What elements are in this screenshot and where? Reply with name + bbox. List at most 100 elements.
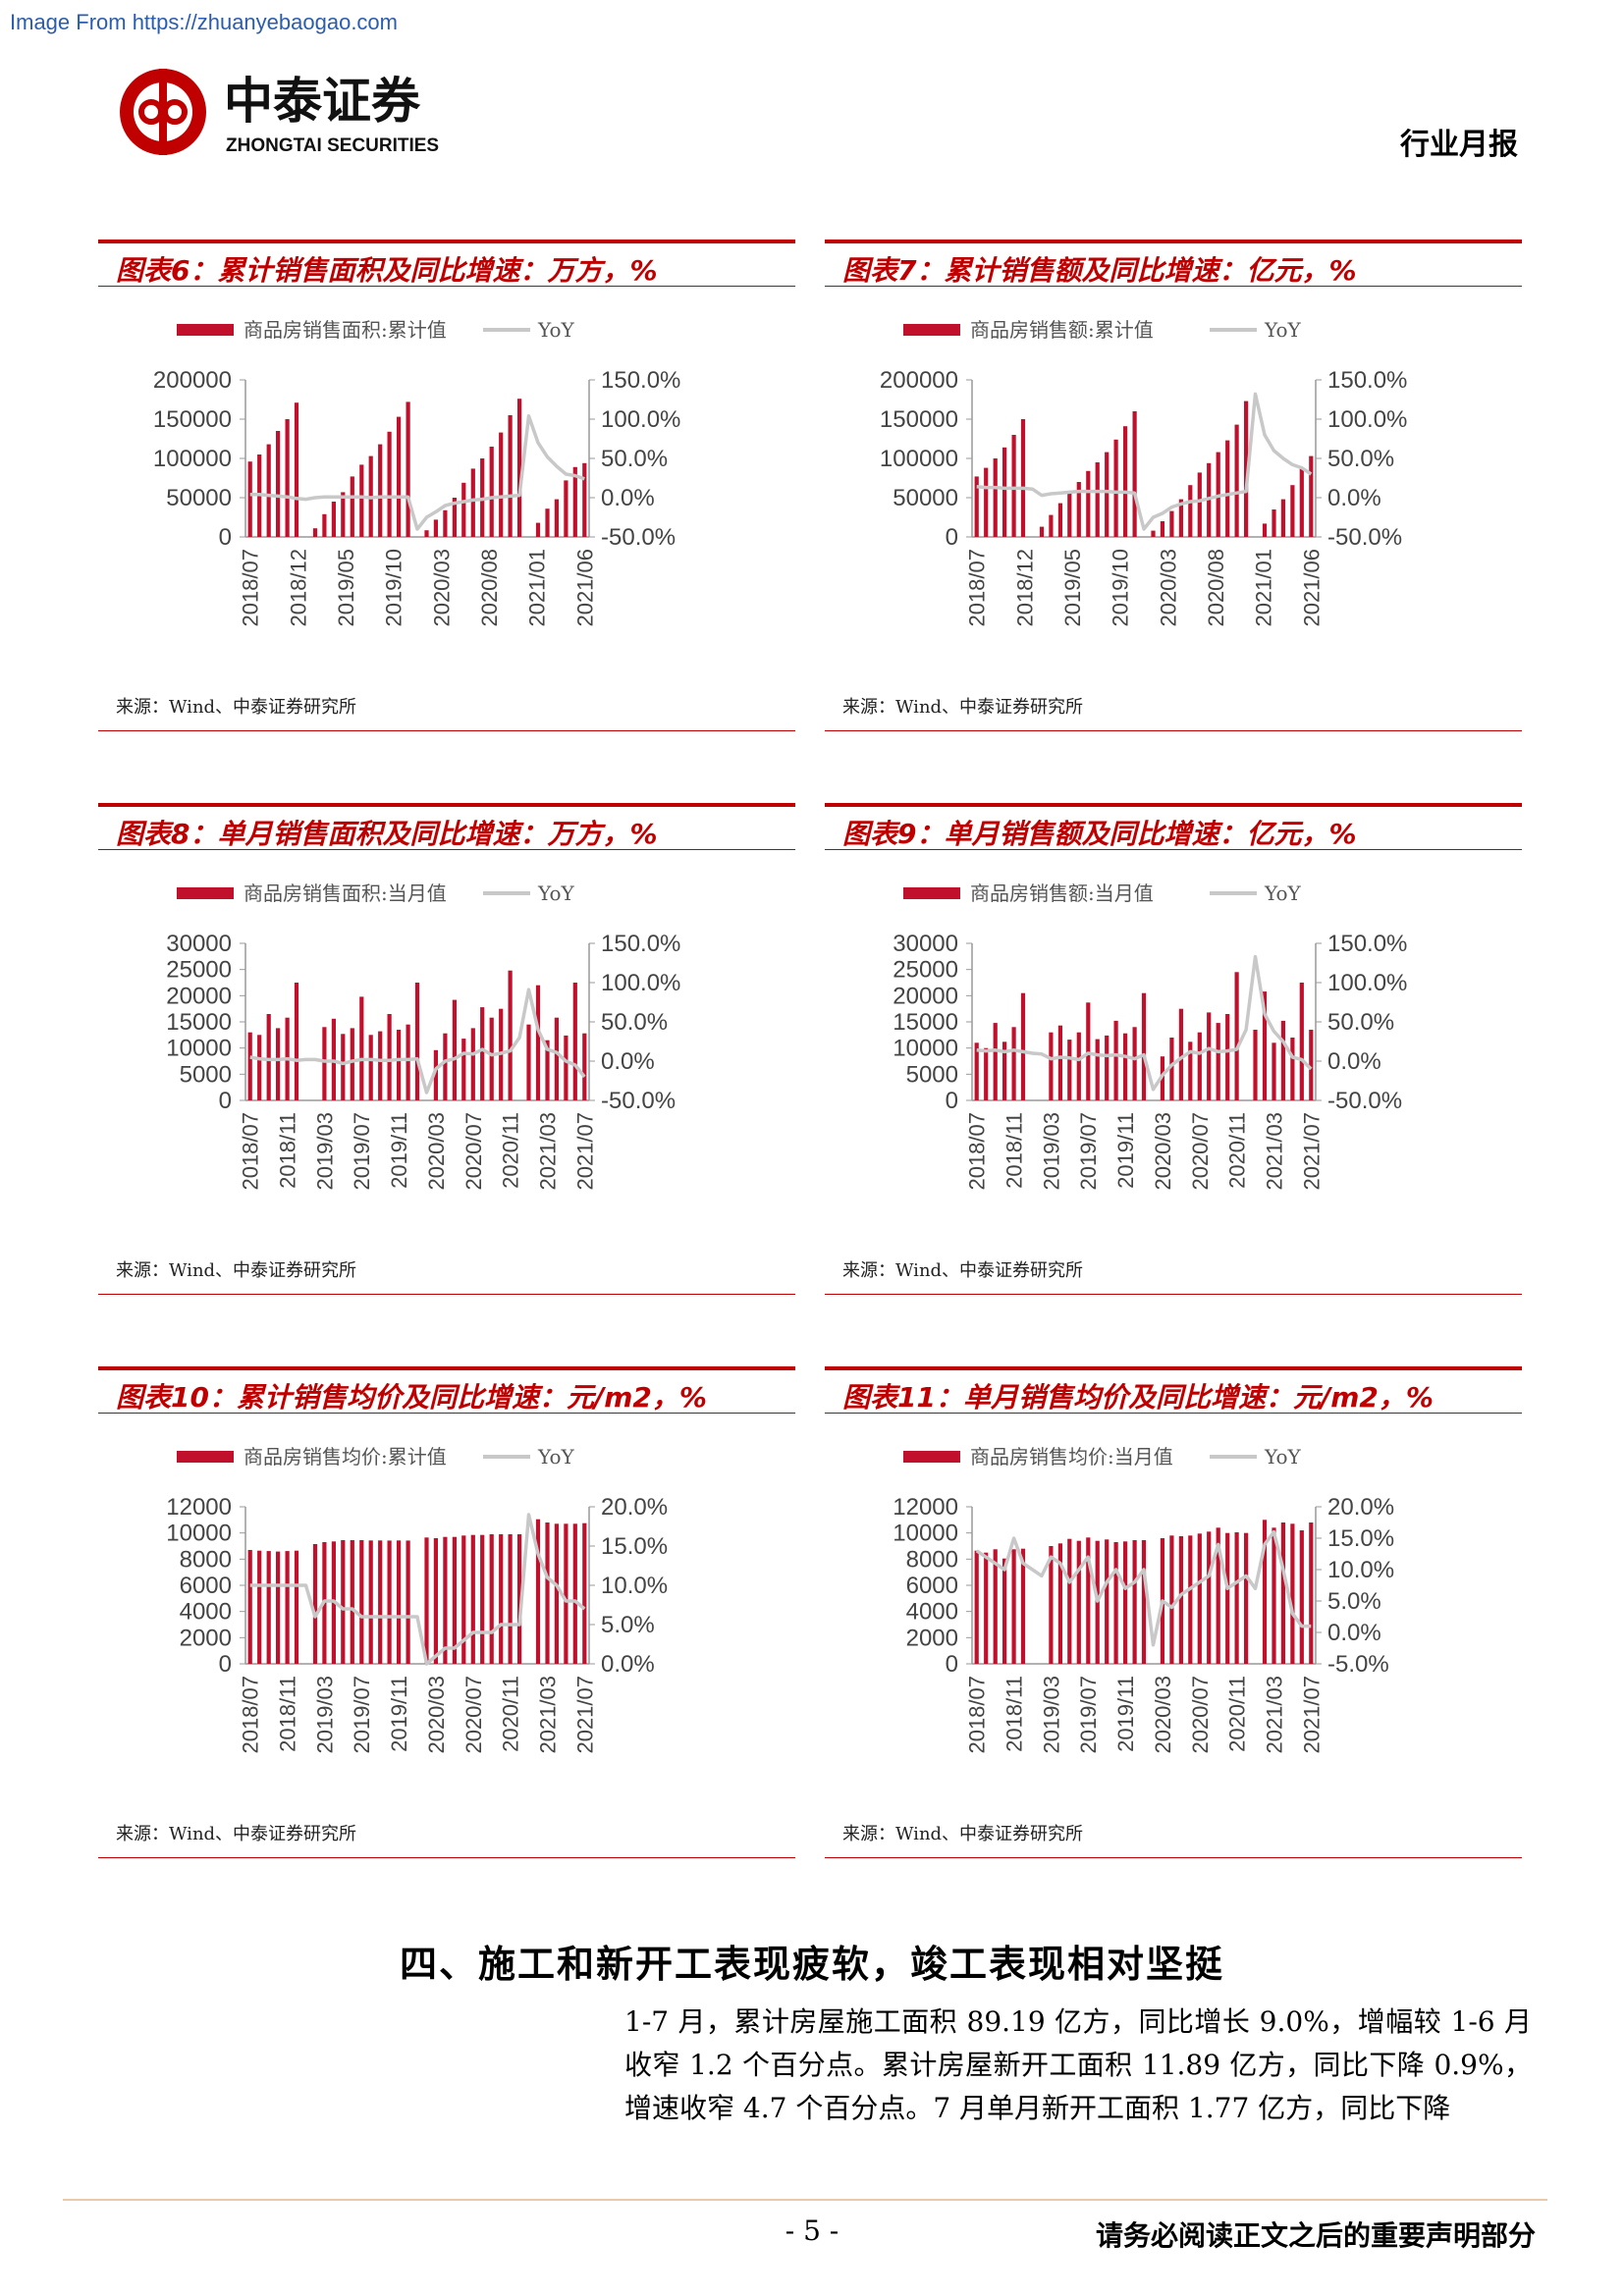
x-tick-label: 2019/05 bbox=[1060, 549, 1085, 627]
data-bar bbox=[508, 1534, 513, 1664]
data-bar bbox=[489, 1534, 494, 1664]
data-bar bbox=[1197, 472, 1202, 537]
figure-title: 图表7：累计销售额及同比增速：亿元，% bbox=[842, 254, 1357, 287]
data-bar bbox=[461, 482, 466, 537]
data-bar bbox=[1299, 467, 1304, 537]
data-bar bbox=[414, 983, 420, 1100]
data-bar bbox=[350, 1540, 354, 1664]
legend-bar-label: 商品房销售额:当月值 bbox=[970, 881, 1154, 905]
data-bar bbox=[247, 1550, 252, 1664]
data-bar bbox=[572, 983, 577, 1100]
data-bar bbox=[508, 415, 513, 537]
data-bar bbox=[1272, 1042, 1276, 1100]
data-bar bbox=[350, 1028, 354, 1100]
data-bar bbox=[974, 1550, 979, 1664]
data-bar bbox=[1309, 455, 1314, 537]
data-bar bbox=[984, 467, 989, 537]
data-bar bbox=[461, 1535, 466, 1664]
left-tick-label: 200000 bbox=[880, 367, 958, 394]
data-bar bbox=[517, 1534, 522, 1664]
watermark[interactable]: Image From https://zhuanyebaogao.com bbox=[10, 10, 398, 34]
data-bar bbox=[378, 1540, 383, 1664]
left-tick-label: 30000 bbox=[893, 931, 958, 957]
data-bar bbox=[582, 1522, 587, 1664]
yoy-line bbox=[976, 392, 1313, 531]
legend-bar-swatch bbox=[903, 1451, 960, 1463]
legend-bar-label: 商品房销售额:累计值 bbox=[970, 318, 1154, 342]
data-bar bbox=[1262, 991, 1268, 1100]
x-tick-label: 2019/10 bbox=[382, 549, 406, 627]
data-bar bbox=[1123, 426, 1128, 537]
data-bar bbox=[1113, 1542, 1118, 1664]
x-tick-label: 2021/03 bbox=[535, 1676, 560, 1754]
left-tick-label: 25000 bbox=[166, 957, 232, 984]
data-bar bbox=[1253, 1030, 1258, 1100]
data-bar bbox=[470, 1534, 475, 1664]
x-tick-label: 2020/11 bbox=[1225, 1112, 1250, 1189]
data-bar bbox=[247, 1032, 252, 1100]
data-bar bbox=[535, 1519, 541, 1664]
data-bar bbox=[378, 444, 383, 537]
x-tick-label: 2020/07 bbox=[1188, 1676, 1213, 1754]
x-tick-label: 2019/03 bbox=[1039, 1112, 1063, 1191]
data-bar bbox=[554, 499, 559, 537]
data-bar bbox=[1020, 419, 1026, 537]
x-tick-label: 2018/11 bbox=[276, 1112, 300, 1189]
figure-11-panel: 图表11：单月销售均价及同比增速：元/m2，% 商品房销售均价:当月值 YoY 12… bbox=[825, 1366, 1522, 1887]
data-bar bbox=[387, 1014, 392, 1100]
data-bar bbox=[452, 498, 457, 537]
right-tick-label: 150.0% bbox=[601, 931, 680, 957]
x-tick-label: 2021/03 bbox=[1262, 1676, 1286, 1754]
figure-source: 来源：Wind、中泰证券研究所 bbox=[842, 1260, 1084, 1281]
data-bar bbox=[276, 1028, 281, 1100]
data-bar bbox=[312, 1544, 318, 1664]
data-bar bbox=[1178, 1536, 1183, 1664]
data-bar bbox=[387, 1540, 392, 1664]
figure-7-panel: 图表7：累计销售额及同比增速：亿元，% 商品房销售额:累计值 YoY 200000 1… bbox=[825, 240, 1522, 760]
figure-title: 图表6：累计销售面积及同比增速：万方，% bbox=[116, 254, 658, 287]
figure-source: 来源：Wind、中泰证券研究所 bbox=[842, 1824, 1084, 1844]
data-bar bbox=[517, 399, 522, 537]
right-tick-label: -50.0% bbox=[1327, 524, 1402, 551]
x-tick-label: 2019/07 bbox=[1076, 1112, 1101, 1191]
data-bar bbox=[993, 1023, 998, 1100]
data-bar bbox=[1076, 482, 1081, 537]
data-bar bbox=[1067, 1040, 1072, 1100]
data-bar bbox=[341, 492, 346, 537]
left-tick-label: 4000 bbox=[906, 1599, 958, 1626]
left-tick-label: 150000 bbox=[153, 406, 232, 433]
data-bar bbox=[545, 1522, 550, 1664]
left-tick-label: 20000 bbox=[893, 983, 958, 1009]
right-tick-label: -50.0% bbox=[601, 1088, 676, 1114]
data-bar bbox=[1067, 1538, 1072, 1664]
x-tick-label: 2021/07 bbox=[1299, 1112, 1324, 1191]
right-tick-label: 100.0% bbox=[601, 970, 680, 996]
data-bar bbox=[545, 508, 550, 537]
x-tick-label: 2020/03 bbox=[1151, 1112, 1175, 1191]
data-bar bbox=[294, 983, 299, 1100]
legend-bar-swatch bbox=[177, 887, 234, 899]
x-tick-label: 2020/08 bbox=[477, 549, 502, 627]
data-bar bbox=[1272, 1527, 1276, 1664]
left-tick-label: 0 bbox=[219, 524, 232, 551]
data-bar bbox=[285, 419, 290, 537]
right-tick-label: 5.0% bbox=[1327, 1588, 1381, 1615]
x-tick-label: 2019/11 bbox=[387, 1676, 411, 1752]
data-bar bbox=[1049, 1546, 1054, 1664]
legend-bar-swatch bbox=[177, 1451, 234, 1463]
x-tick-label: 2021/01 bbox=[525, 549, 550, 627]
x-tick-label: 2018/07 bbox=[239, 549, 263, 627]
x-tick-label: 2019/07 bbox=[350, 1112, 374, 1191]
data-bar bbox=[1095, 462, 1100, 537]
data-bar bbox=[1290, 485, 1295, 537]
right-tick-label: 5.0% bbox=[601, 1612, 655, 1638]
figure-source: 来源：Wind、中泰证券研究所 bbox=[116, 1260, 357, 1281]
data-bar bbox=[1105, 1035, 1110, 1100]
x-tick-label: 2021/07 bbox=[1299, 1676, 1324, 1754]
x-tick-label: 2018/11 bbox=[1002, 1112, 1027, 1189]
data-bar bbox=[443, 1033, 448, 1100]
data-bar bbox=[1309, 1522, 1314, 1664]
data-bar bbox=[443, 509, 448, 537]
figure-6-chart: 商品房销售面积:累计值 YoY 200000 150000 100000 50000 0 15… bbox=[153, 318, 681, 627]
left-tick-label: 25000 bbox=[893, 957, 958, 984]
